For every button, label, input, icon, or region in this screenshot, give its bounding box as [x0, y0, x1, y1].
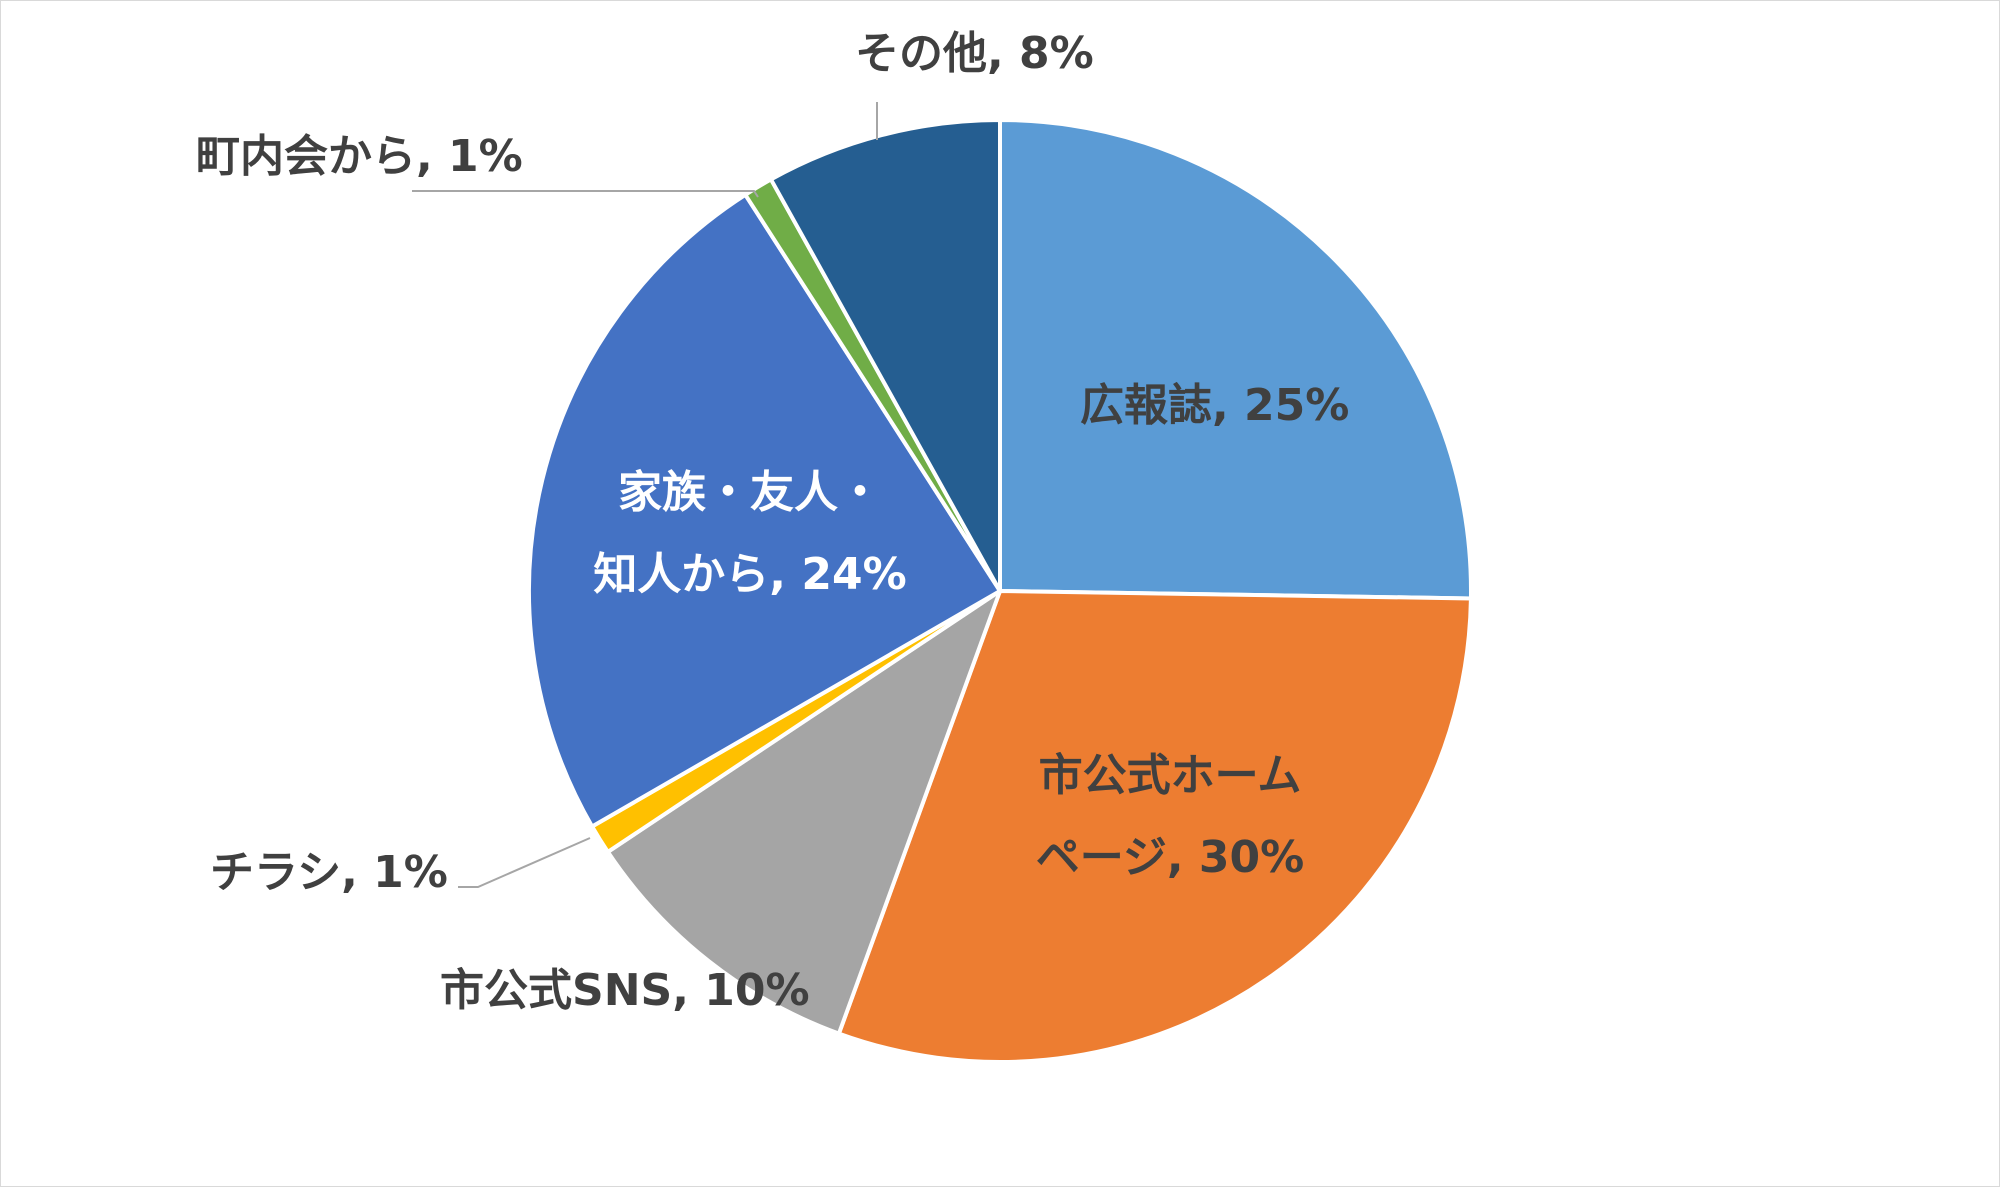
pie-slice-6	[769, 118, 1002, 593]
data-label-chonaikai-line: 町内会から, 1%	[196, 131, 523, 182]
data-label-sns-line: 市公式SNS, 10%	[440, 965, 810, 1016]
data-label-kazoku: 家族・友人・ 知人から, 24%	[565, 452, 935, 616]
data-label-sns: 市公式SNS, 10%	[440, 950, 810, 1032]
data-label-homepage-line-2: ページ, 30%	[1035, 832, 1305, 883]
data-label-kazoku-line-2: 知人から, 24%	[593, 549, 907, 600]
data-label-sonota: その他, 8%	[855, 13, 1094, 95]
data-label-chonaikai: 町内会から, 1%	[196, 116, 523, 198]
pie-slice-0	[998, 118, 1473, 601]
pie-slice-4	[527, 192, 1002, 829]
data-label-sonota-line: その他, 8%	[855, 28, 1094, 79]
pie-slice-1	[836, 589, 1473, 1064]
data-label-homepage: 市公式ホーム ページ, 30%	[1010, 735, 1330, 899]
pie-slices	[527, 118, 1473, 1064]
leader-line-chirashi	[458, 837, 591, 888]
data-label-chirashi-line: チラシ, 1%	[210, 847, 448, 898]
data-label-chirashi: チラシ, 1%	[210, 832, 448, 914]
leader-line-chonaikai	[412, 190, 759, 198]
data-label-homepage-line-1: 市公式ホーム	[1038, 750, 1302, 801]
leader-lines	[412, 102, 878, 888]
data-label-kazoku-line-1: 家族・友人・	[618, 467, 882, 518]
data-label-koho-line: 広報誌, 25%	[1080, 380, 1350, 431]
pie-slice-2	[605, 589, 1002, 1036]
data-label-koho: 広報誌, 25%	[1080, 365, 1349, 447]
